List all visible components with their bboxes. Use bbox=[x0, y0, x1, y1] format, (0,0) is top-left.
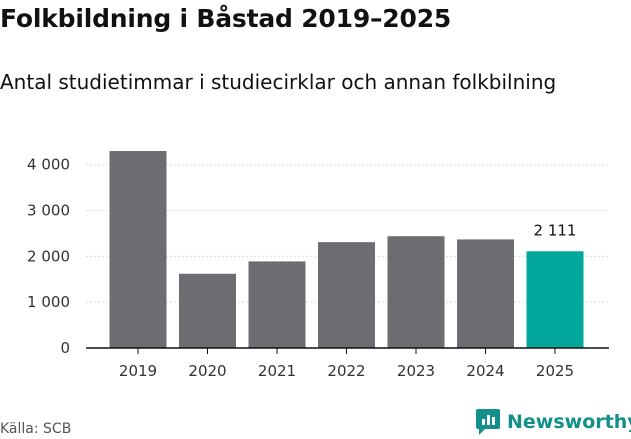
y-tick-label: 2 000 bbox=[27, 247, 70, 265]
x-axis-ticks: 2019 2020 2021 2022 2023 2024 2025 bbox=[119, 348, 574, 380]
x-tick-label: 2024 bbox=[466, 362, 504, 380]
x-tick-label: 2019 bbox=[119, 362, 157, 380]
chart-title: Folkbildning i Båstad 2019–2025 bbox=[0, 4, 452, 33]
y-tick-label: 4 000 bbox=[27, 156, 70, 174]
bar-2020 bbox=[179, 273, 236, 348]
x-tick-label: 2025 bbox=[536, 362, 574, 380]
newsworthy-logo-icon bbox=[476, 409, 500, 435]
brand-logo: Newsworthy bbox=[475, 408, 631, 436]
y-tick-label: 3 000 bbox=[27, 202, 70, 220]
data-label: 2 111 bbox=[534, 221, 577, 239]
data-labels: 2 111 bbox=[534, 221, 577, 239]
x-tick-label: 2020 bbox=[188, 362, 226, 380]
brand-name: Newsworthy bbox=[507, 411, 631, 433]
y-tick-label: 1 000 bbox=[27, 293, 70, 311]
x-tick-label: 2021 bbox=[258, 362, 296, 380]
bar-2021 bbox=[248, 261, 306, 348]
bar-2024 bbox=[457, 239, 514, 348]
bar-2023 bbox=[387, 236, 445, 348]
x-tick-label: 2022 bbox=[327, 362, 365, 380]
bar-2019 bbox=[109, 151, 167, 348]
bars bbox=[109, 151, 584, 348]
y-tick-label: 0 bbox=[60, 339, 70, 357]
y-axis-ticks: 0 1 000 2 000 3 000 4 000 bbox=[27, 156, 70, 357]
source-note: Källa: SCB bbox=[0, 421, 72, 437]
x-tick-label: 2023 bbox=[397, 362, 435, 380]
bar-2022 bbox=[318, 242, 375, 348]
chart-subtitle: Antal studietimmar i studiecirklar och a… bbox=[0, 70, 557, 94]
bar-2025 bbox=[526, 251, 584, 348]
